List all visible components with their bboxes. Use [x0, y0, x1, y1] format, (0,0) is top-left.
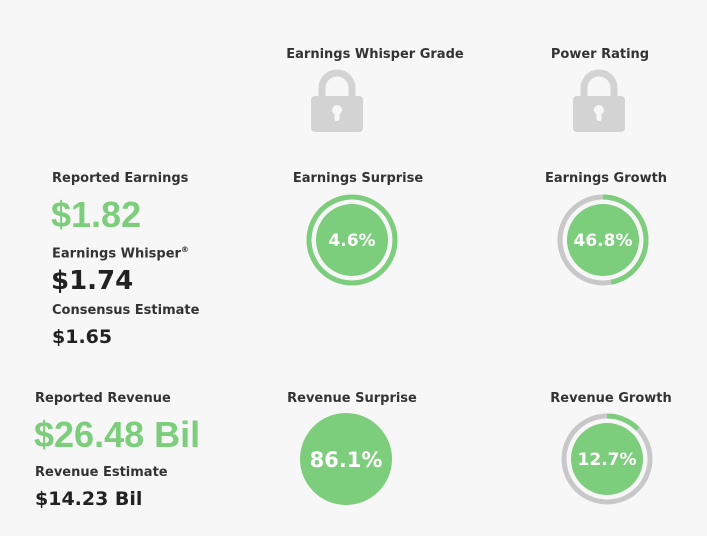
earnings-surprise-disc	[316, 204, 388, 276]
revenue-growth-value: 12.7%	[578, 450, 637, 470]
power-rating-lock-icon	[571, 66, 627, 138]
reported-earnings-value: $1.82	[51, 194, 142, 235]
reported-earnings-label: Reported Earnings	[52, 171, 189, 186]
revenue-growth-label: Revenue Growth	[550, 391, 672, 406]
revenue-surprise-gauge: 86.1%	[299, 412, 393, 510]
earnings-growth-label: Earnings Growth	[544, 171, 668, 186]
revenue-surprise-label: Revenue Surprise	[287, 391, 417, 406]
earnings-surprise-arc	[306, 194, 398, 286]
revenue-growth-disc	[571, 423, 643, 495]
earnings-whisper-value: $1.74	[51, 266, 134, 296]
reported-revenue-value: $26.48 Bil	[34, 414, 201, 455]
earnings-growth-disc	[567, 204, 639, 276]
revenue-surprise-value: 86.1%	[310, 448, 383, 472]
registered-mark: ®	[180, 245, 189, 254]
earnings-growth-gauge: 46.8%	[556, 193, 650, 291]
consensus-estimate-value: $1.65	[52, 326, 113, 348]
whisper-grade-label: Earnings Whisper Grade	[286, 47, 464, 62]
earnings-growth-arc	[557, 194, 649, 286]
revenue-growth-gauge: 12.7%	[560, 412, 654, 510]
reported-revenue-label: Reported Revenue	[35, 391, 171, 406]
earnings-surprise-value: 4.6%	[328, 231, 375, 251]
revenue-surprise-disc	[300, 413, 392, 505]
earnings-whisper-label-text: Earnings Whisper	[52, 246, 181, 262]
power-rating-label: Power Rating	[550, 47, 650, 62]
consensus-estimate-label: Consensus Estimate	[52, 303, 200, 318]
revenue-growth-arc	[561, 413, 653, 505]
earnings-growth-value: 46.8%	[574, 231, 633, 251]
revenue-estimate-value: $14.23 Bil	[35, 488, 143, 510]
revenue-estimate-label: Revenue Estimate	[35, 465, 168, 480]
earnings-surprise-label: Earnings Surprise	[292, 171, 424, 186]
earnings-surprise-gauge: 4.6%	[305, 193, 399, 291]
earnings-whisper-label: Earnings Whisper®	[52, 245, 189, 261]
whisper-grade-lock-icon	[309, 66, 365, 138]
